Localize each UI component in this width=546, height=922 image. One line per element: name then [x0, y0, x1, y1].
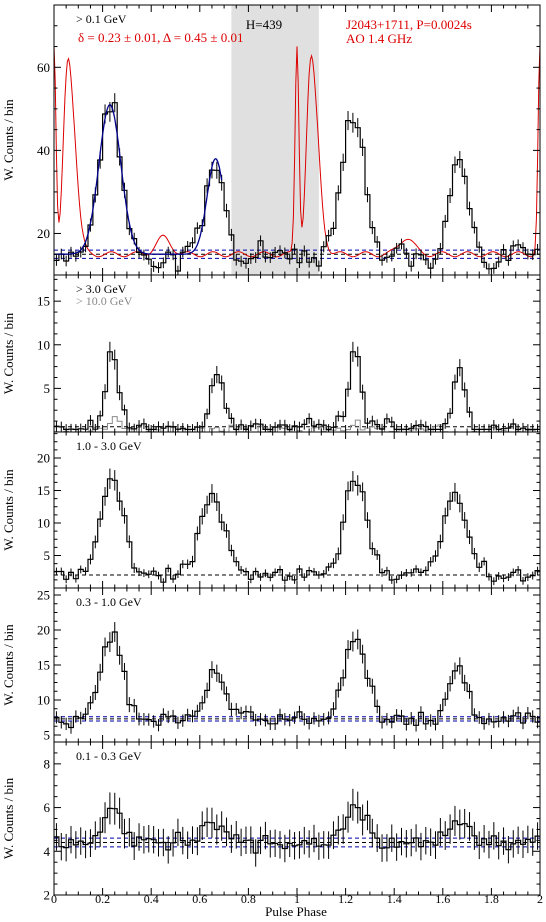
- fit-params-label: δ = 0.23 ± 0.01, Δ = 0.45 ± 0.01: [78, 30, 243, 45]
- y-tick-label: 10: [37, 337, 50, 352]
- y-tick-label: 6: [44, 800, 51, 815]
- x-tick-labels: 0 0.2 0.4 0.6 0.8 1 1.2 1.4 1.6 1.8 2: [51, 892, 543, 906]
- y-tick-label: 5: [44, 381, 51, 396]
- count-histogram: [54, 351, 540, 430]
- htest-label: H=439: [246, 17, 282, 32]
- x-tick-label: 1.6: [435, 892, 450, 906]
- x-tick-label: 0.6: [192, 892, 207, 906]
- y-tick-label: 20: [37, 623, 50, 638]
- count-histogram: [54, 804, 540, 854]
- x-axis-label: Pulse Phase: [265, 904, 327, 919]
- y-tick-label: 4: [44, 844, 51, 859]
- panel-4: 2 4 6 8 W. Counts / bin 0.1 - 0.3 GeV: [1, 741, 541, 903]
- y-axis-label: W. Counts / bin: [1, 469, 16, 551]
- x-tick-label: 1.4: [387, 892, 402, 906]
- panel-frame: [53, 741, 541, 896]
- x-tick-label: 1.8: [484, 892, 499, 906]
- panel-plot-area: [54, 468, 540, 587]
- y-tick-label: 15: [37, 658, 50, 673]
- x-tick-label: 2: [537, 892, 543, 906]
- y-tick-label: 15: [37, 483, 50, 498]
- panel-0: 20 40 60 W. Counts / bin > 0.1 GeV: [1, 4, 541, 276]
- panel-2: 5 10 15 20 W. Counts / bin 1.0 - 3.0 GeV: [1, 431, 541, 589]
- x-tick-label: 0.8: [241, 892, 256, 906]
- y-tick-label: 5: [44, 548, 51, 563]
- y-tick-label: 60: [37, 60, 50, 75]
- x-tick-label: 1.2: [338, 892, 353, 906]
- count-histogram: [54, 478, 540, 583]
- radio-label: AO 1.4 GHz: [346, 31, 412, 46]
- pulsar-label: J2043+1711, P=0.0024s: [346, 17, 472, 32]
- panel-plot-area: [54, 622, 540, 734]
- panel-1: 5 10 15 W. Counts / bin > 3.0 GeV> 10.0 GeV: [1, 274, 541, 433]
- x-tick-label: 0: [51, 892, 57, 906]
- x-tick-label: 0.4: [144, 892, 159, 906]
- y-tick-label: 25: [37, 588, 50, 603]
- y-axis-label: W. Counts / bin: [1, 777, 16, 859]
- panel-plot-area: [54, 341, 540, 432]
- energy-band-label: 0.3 - 1.0 GeV: [76, 595, 142, 609]
- y-tick-label: 8: [44, 756, 51, 771]
- x-tick-label: 0.2: [95, 892, 110, 906]
- x-tick-label: 1: [294, 892, 300, 906]
- panel-plot-area: [54, 788, 540, 867]
- y-tick-label: 15: [37, 294, 50, 309]
- y-tick-label: 20: [37, 451, 50, 466]
- energy-band-label-secondary: > 10.0 GeV: [76, 294, 133, 308]
- radio-profile-line: [54, 44, 540, 258]
- fit-curve: [54, 103, 223, 255]
- energy-band-label: 0.1 - 0.3 GeV: [76, 749, 142, 763]
- energy-band-label: > 3.0 GeV: [76, 282, 127, 296]
- energy-band-label: 1.0 - 3.0 GeV: [76, 439, 142, 453]
- y-axis-label: W. Counts / bin: [1, 312, 16, 394]
- y-tick-label: 10: [37, 693, 50, 708]
- y-tick-label: 40: [37, 143, 50, 158]
- y-axis-label: W. Counts / bin: [1, 99, 16, 181]
- y-tick-label: 5: [44, 728, 51, 743]
- count-histogram: [54, 102, 540, 272]
- panel-plot-area: [54, 5, 540, 275]
- panel-frame: [53, 431, 541, 589]
- count-histogram: [54, 631, 540, 729]
- panel-3: 5 10 15 20 25 W. Counts / bin 0.3 - 1.0 GeV: [1, 587, 541, 743]
- y-axis-label: W. Counts / bin: [1, 624, 16, 706]
- y-tick-label: 20: [37, 226, 50, 241]
- y-tick-label: 2: [44, 888, 51, 903]
- energy-band-label: > 0.1 GeV: [76, 12, 127, 26]
- y-tick-label: 10: [37, 516, 50, 531]
- off-pulse-band: [231, 5, 319, 275]
